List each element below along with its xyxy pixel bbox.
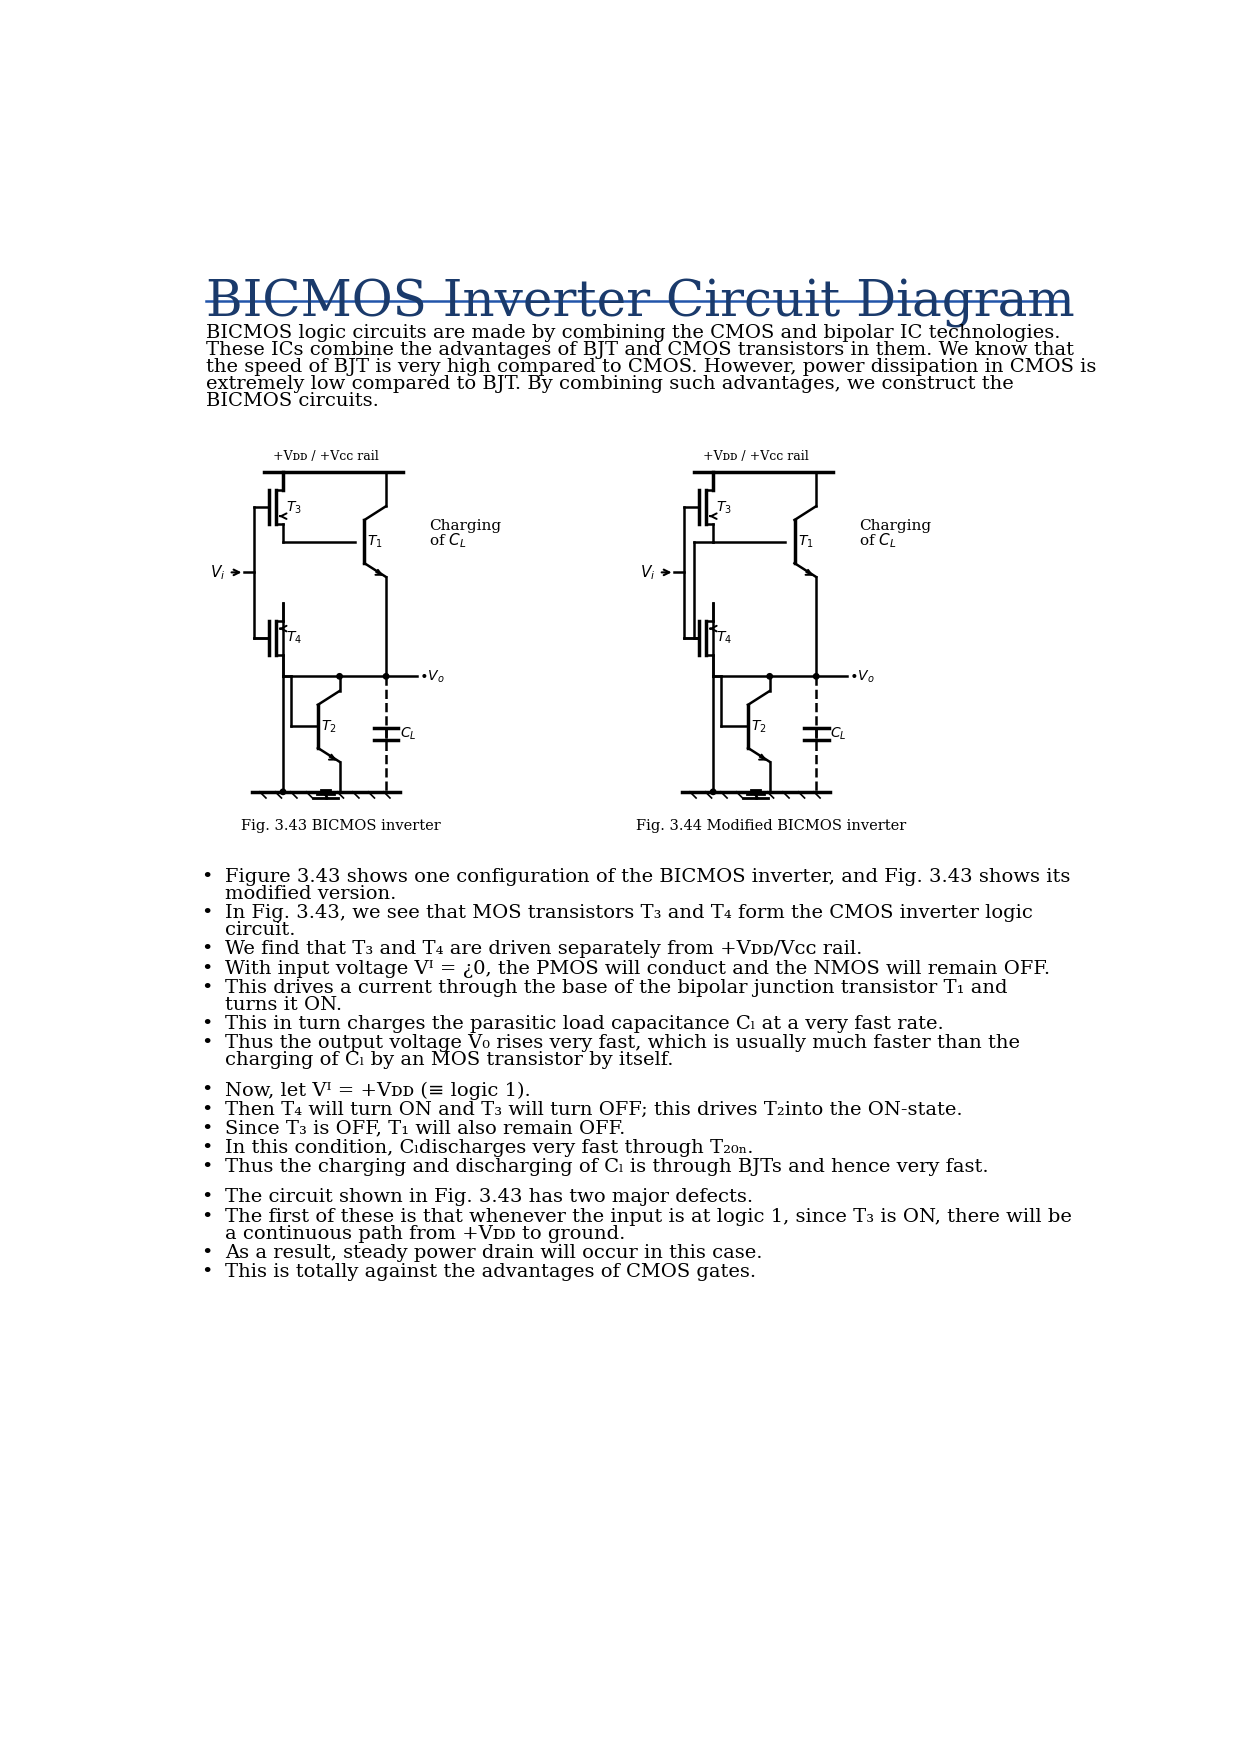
Text: $T_2$: $T_2$: [751, 717, 767, 735]
Text: a continuous path from +Vᴅᴅ to ground.: a continuous path from +Vᴅᴅ to ground.: [225, 1224, 625, 1242]
Text: •: •: [201, 1158, 213, 1177]
Text: With input voltage Vᴵ = ¿0, the PMOS will conduct and the NMOS will remain OFF.: With input voltage Vᴵ = ¿0, the PMOS wil…: [225, 959, 1050, 977]
Text: Since T₃ is OFF, T₁ will also remain OFF.: Since T₃ is OFF, T₁ will also remain OFF…: [225, 1119, 625, 1138]
Circle shape: [336, 674, 343, 679]
Text: $T_1$: $T_1$: [367, 533, 383, 549]
Text: the speed of BJT is very high compared to CMOS. However, power dissipation in CM: the speed of BJT is very high compared t…: [206, 358, 1096, 377]
Circle shape: [814, 674, 819, 679]
Text: $T_2$: $T_2$: [321, 717, 336, 735]
Text: In Fig. 3.43, we see that MOS transistors T₃ and T₄ form the CMOS inverter logic: In Fig. 3.43, we see that MOS transistor…: [225, 905, 1033, 923]
Text: Charging: Charging: [859, 519, 931, 533]
Text: +Vᴅᴅ / +Vᴄᴄ rail: +Vᴅᴅ / +Vᴄᴄ rail: [702, 451, 809, 463]
Text: $V_i$: $V_i$: [210, 563, 225, 582]
Text: $V_i$: $V_i$: [639, 563, 655, 582]
Text: extremely low compared to BJT. By combining such advantages, we construct the: extremely low compared to BJT. By combin…: [206, 375, 1013, 393]
Circle shape: [710, 789, 716, 795]
Text: •: •: [201, 1138, 213, 1158]
Text: Thus the charging and discharging of Cₗ is through BJTs and hence very fast.: Thus the charging and discharging of Cₗ …: [225, 1158, 989, 1177]
Text: Charging: Charging: [428, 519, 501, 533]
Text: turns it ON.: turns it ON.: [225, 996, 343, 1014]
Text: circuit.: circuit.: [225, 921, 295, 938]
Text: This is totally against the advantages of CMOS gates.: This is totally against the advantages o…: [225, 1263, 756, 1280]
Circle shape: [280, 789, 285, 795]
Text: $C_L$: $C_L$: [830, 726, 846, 742]
Text: Then T₄ will turn ON and T₃ will turn OFF; this drives T₂into the ON-state.: Then T₄ will turn ON and T₃ will turn OF…: [225, 1100, 963, 1119]
Text: •: •: [201, 1035, 213, 1052]
Text: We find that T₃ and T₄ are driven separately from +Vᴅᴅ/Vᴄᴄ rail.: We find that T₃ and T₄ are driven separa…: [225, 940, 862, 958]
Text: +Vᴅᴅ / +Vᴄᴄ rail: +Vᴅᴅ / +Vᴄᴄ rail: [273, 451, 379, 463]
Text: •: •: [201, 1263, 213, 1280]
Circle shape: [767, 674, 772, 679]
Text: This in turn charges the parasitic load capacitance Cₗ at a very fast rate.: This in turn charges the parasitic load …: [225, 1016, 943, 1033]
Text: •: •: [201, 1016, 213, 1033]
Text: $C_L$: $C_L$: [400, 726, 417, 742]
Text: •: •: [201, 1209, 213, 1226]
Text: •: •: [201, 1119, 213, 1138]
Text: $T_3$: $T_3$: [716, 500, 732, 516]
Text: Fig. 3.44 Modified BICMOS inverter: Fig. 3.44 Modified BICMOS inverter: [637, 819, 906, 833]
Text: Fig. 3.43 BICMOS inverter: Fig. 3.43 BICMOS inverter: [241, 819, 441, 833]
Text: $\bullet V_o$: $\bullet V_o$: [418, 668, 444, 684]
Text: The first of these is that whenever the input is at logic 1, since T₃ is ON, the: The first of these is that whenever the …: [225, 1209, 1072, 1226]
Text: •: •: [201, 1082, 213, 1100]
Text: Figure 3.43 shows one configuration of the BICMOS inverter, and Fig. 3.43 shows : Figure 3.43 shows one configuration of t…: [225, 868, 1070, 886]
Text: BICMOS Inverter Circuit Diagram: BICMOS Inverter Circuit Diagram: [206, 279, 1075, 328]
Text: of $C_L$: of $C_L$: [859, 531, 896, 551]
Text: modified version.: modified version.: [225, 886, 396, 903]
Text: Now, let Vᴵ = +Vᴅᴅ (≡ logic 1).: Now, let Vᴵ = +Vᴅᴅ (≡ logic 1).: [225, 1082, 531, 1100]
Text: $\bullet V_o$: $\bullet V_o$: [849, 668, 875, 684]
Text: •: •: [201, 905, 213, 923]
Text: •: •: [201, 868, 213, 886]
Text: •: •: [201, 959, 213, 977]
Text: In this condition, Cₗdischarges very fast through T₂₀ₙ.: In this condition, Cₗdischarges very fas…: [225, 1138, 753, 1158]
Text: Thus the output voltage V₀ rises very fast, which is usually much faster than th: Thus the output voltage V₀ rises very fa…: [225, 1035, 1020, 1052]
Text: •: •: [201, 1189, 213, 1207]
Text: •: •: [201, 1244, 213, 1261]
Text: $T_4$: $T_4$: [716, 630, 732, 645]
Text: As a result, steady power drain will occur in this case.: As a result, steady power drain will occ…: [225, 1244, 762, 1261]
Text: These ICs combine the advantages of BJT and CMOS transistors in them. We know th: These ICs combine the advantages of BJT …: [206, 342, 1073, 360]
Text: •: •: [201, 940, 213, 958]
Text: charging of Cₗ by an MOS transistor by itself.: charging of Cₗ by an MOS transistor by i…: [225, 1051, 674, 1070]
Text: This drives a current through the base of the bipolar junction transistor T₁ and: This drives a current through the base o…: [225, 979, 1008, 996]
Circle shape: [383, 674, 388, 679]
Text: The circuit shown in Fig. 3.43 has two major defects.: The circuit shown in Fig. 3.43 has two m…: [225, 1189, 753, 1207]
Text: •: •: [201, 979, 213, 996]
Text: •: •: [201, 1100, 213, 1119]
Text: $T_1$: $T_1$: [798, 533, 813, 549]
Text: $T_3$: $T_3$: [287, 500, 302, 516]
Text: BICMOS logic circuits are made by combining the CMOS and bipolar IC technologies: BICMOS logic circuits are made by combin…: [206, 324, 1060, 342]
Text: of $C_L$: of $C_L$: [428, 531, 467, 551]
Text: BICMOS circuits.: BICMOS circuits.: [206, 393, 379, 410]
Text: $T_4$: $T_4$: [287, 630, 302, 645]
